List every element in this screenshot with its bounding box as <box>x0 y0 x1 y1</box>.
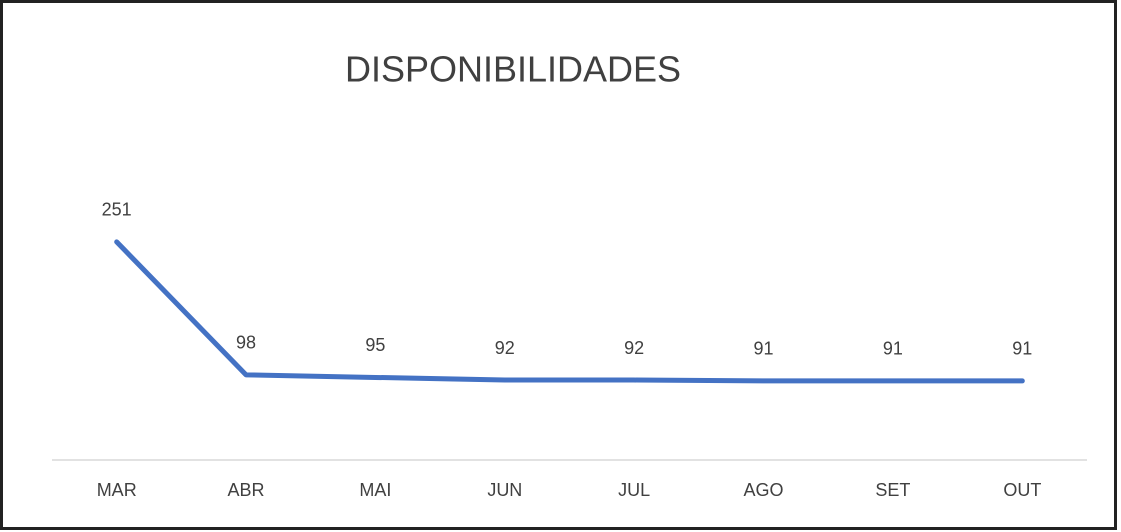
data-label: 91 <box>754 339 774 359</box>
x-tick-label: JUN <box>487 480 522 500</box>
x-tick-label: ABR <box>228 480 265 500</box>
data-label: 91 <box>883 339 903 359</box>
x-tick-label: JUL <box>618 480 650 500</box>
data-label: 92 <box>495 338 515 358</box>
chart-title: DISPONIBILIDADES <box>345 49 681 90</box>
x-tick-label: MAI <box>359 480 391 500</box>
data-label: 95 <box>365 335 385 355</box>
data-label: 91 <box>1012 339 1032 359</box>
data-label: 92 <box>624 338 644 358</box>
x-tick-label: AGO <box>744 480 784 500</box>
data-line <box>114 239 1025 384</box>
x-tick-label: OUT <box>1003 480 1041 500</box>
data-label: 251 <box>102 200 132 220</box>
x-tick-label: SET <box>875 480 910 500</box>
x-tick-label: MAR <box>97 480 137 500</box>
data-label: 98 <box>236 333 256 353</box>
